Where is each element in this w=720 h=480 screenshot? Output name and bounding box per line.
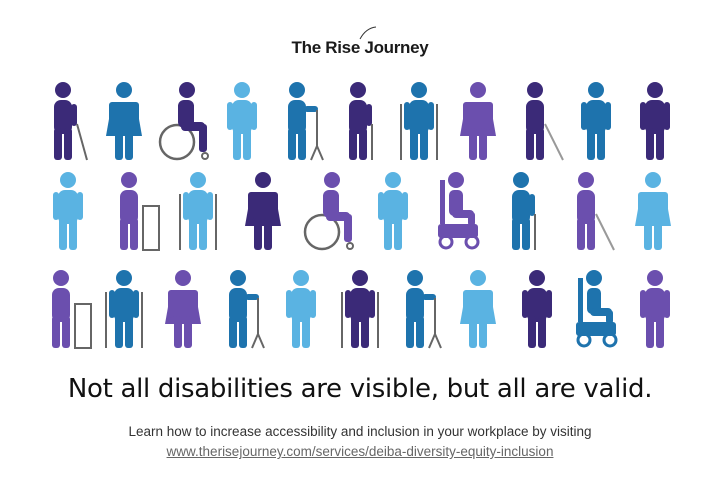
person-walker-icon xyxy=(103,170,163,257)
person-wheelchair-icon xyxy=(298,170,358,257)
person-white-cane-icon xyxy=(558,170,618,257)
logo-text: The Rise Journey xyxy=(291,38,429,57)
subtext: Learn how to increase accessibility and … xyxy=(128,424,592,439)
figure-row xyxy=(0,268,720,363)
person-standing-icon xyxy=(625,268,685,355)
person-crutches-icon xyxy=(330,268,390,355)
person-standing-icon xyxy=(363,170,423,257)
person-crutches-icon xyxy=(94,268,154,355)
person-woman-icon xyxy=(448,80,508,167)
website-link[interactable]: www.therisejourney.com/services/deiba-di… xyxy=(166,444,554,459)
person-crutches-icon xyxy=(168,170,228,257)
logo: The Rise Journey xyxy=(0,26,720,58)
person-power-wheelchair-icon xyxy=(428,170,488,257)
person-wheelchair-icon xyxy=(153,80,213,167)
person-standing-icon xyxy=(507,268,567,355)
figure-row xyxy=(0,80,720,175)
person-stool-walker-icon xyxy=(389,268,449,355)
person-woman-icon xyxy=(153,268,213,355)
person-woman-icon xyxy=(233,170,293,257)
person-standing-icon xyxy=(625,80,685,167)
figure-row xyxy=(0,170,720,265)
person-walker-icon xyxy=(35,268,95,355)
person-white-cane-icon xyxy=(507,80,567,167)
person-crutches-icon xyxy=(389,80,449,167)
person-stool-walker-icon xyxy=(212,268,272,355)
person-standing-icon xyxy=(566,80,626,167)
person-stool-walker-icon xyxy=(271,80,331,167)
person-cane-straight-icon xyxy=(493,170,553,257)
person-cane-straight-icon xyxy=(330,80,390,167)
person-woman-icon xyxy=(448,268,508,355)
person-woman-icon xyxy=(623,170,683,257)
person-cane-icon xyxy=(35,80,95,167)
person-standing-icon xyxy=(271,268,331,355)
headline: Not all disabilities are visible, but al… xyxy=(67,374,653,404)
logo-swoosh-icon xyxy=(359,26,377,40)
person-woman-icon xyxy=(94,80,154,167)
person-standing-icon xyxy=(38,170,98,257)
person-standing-icon xyxy=(212,80,272,167)
person-power-wheelchair-icon xyxy=(566,268,626,355)
